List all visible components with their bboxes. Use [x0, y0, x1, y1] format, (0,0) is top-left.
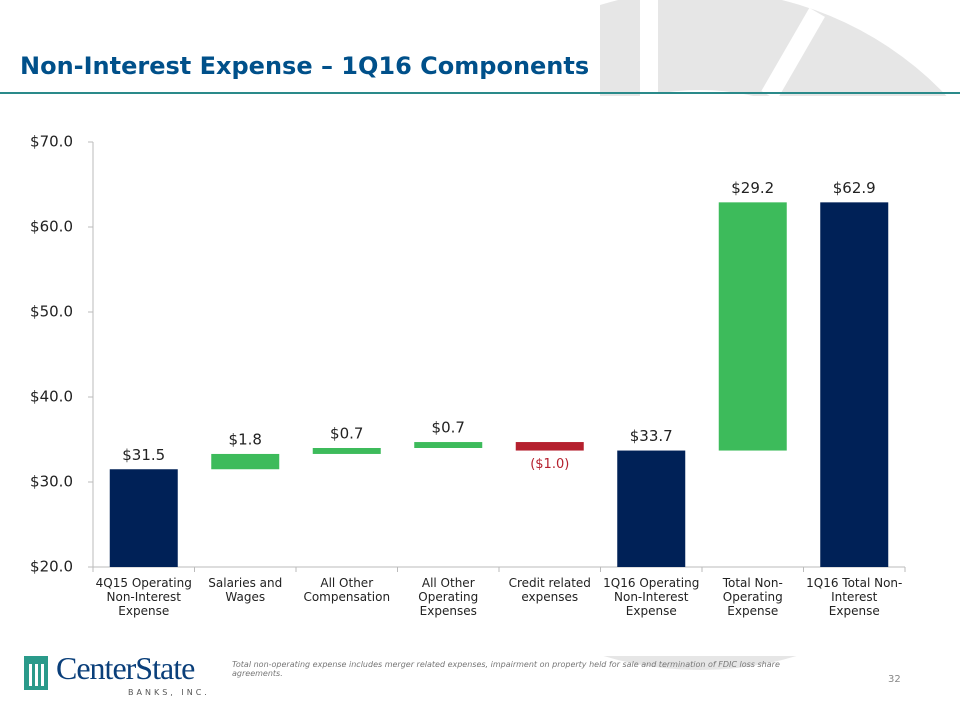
x-tick-label: Total Non-Operating Expense — [722, 576, 783, 618]
value-label: $31.5 — [122, 446, 165, 464]
bar — [515, 442, 584, 451]
bar — [211, 453, 280, 470]
title-bg — [0, 0, 600, 96]
logo-text: CenterState — [56, 650, 195, 686]
y-tick-label: $30.0 — [30, 473, 73, 491]
x-tick-label: All Other Operating Expenses — [418, 576, 479, 618]
bar — [718, 202, 787, 451]
y-tick-label: $50.0 — [30, 303, 73, 321]
value-label: $33.7 — [630, 427, 673, 445]
x-tick-label: Credit related expenses — [508, 576, 591, 604]
value-label: $0.7 — [432, 419, 465, 437]
bar — [617, 450, 686, 567]
bar — [414, 442, 483, 448]
value-label: $0.7 — [330, 425, 363, 443]
y-tick-label: $60.0 — [30, 218, 73, 236]
x-tick-label: Salaries and Wages — [208, 576, 283, 604]
value-label: $62.9 — [833, 179, 876, 197]
page-number: 32 — [888, 674, 901, 685]
logo-subtext: BANKS, INC. — [128, 688, 210, 697]
y-tick-label: $20.0 — [30, 558, 73, 576]
bar — [820, 202, 889, 567]
value-label: $29.2 — [731, 179, 774, 197]
y-tick-label: $70.0 — [30, 133, 73, 151]
x-tick-label: 1Q16 Total Non-Interest Expense — [806, 576, 903, 618]
value-label: $1.8 — [229, 430, 262, 448]
value-label: ($1.0) — [530, 457, 569, 472]
x-tick-label: All Other Compensation — [303, 576, 391, 604]
slide-title: Non-Interest Expense – 1Q16 Components — [20, 52, 590, 80]
footnote: Total non-operating expense includes mer… — [232, 660, 780, 678]
x-tick-label: 1Q16 Operating Non-Interest Expense — [603, 576, 700, 618]
x-tick-label: 4Q15 Operating Non-Interest Expense — [95, 576, 192, 618]
bar — [109, 469, 178, 567]
y-tick-label: $40.0 — [30, 388, 73, 406]
bar — [312, 448, 381, 454]
